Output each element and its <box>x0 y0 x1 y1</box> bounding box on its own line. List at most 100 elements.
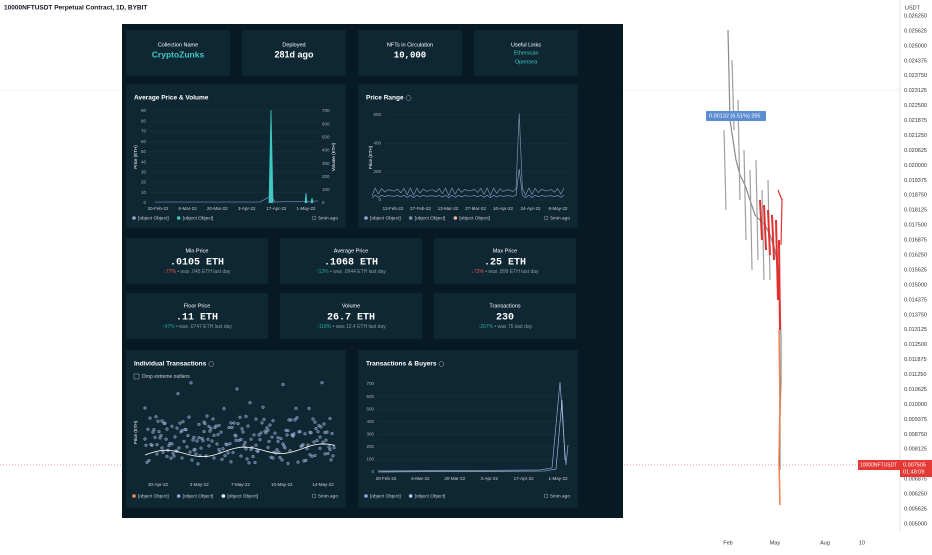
scatter-dot <box>147 458 151 463</box>
scatter-dot <box>313 420 317 424</box>
scatter-dot <box>236 422 240 426</box>
scatter-dot <box>320 381 324 385</box>
scatter-dot <box>219 430 223 434</box>
scatter-dot <box>200 436 204 441</box>
scatter-dot <box>157 430 161 434</box>
chart-title: Individual Transactions <box>134 361 207 368</box>
scatter-dot <box>271 419 275 423</box>
card <box>358 84 578 228</box>
legend-swatch <box>176 216 181 220</box>
y-tick-label: 60 <box>141 139 147 144</box>
scatter-dot <box>325 430 329 434</box>
scatter-dot <box>220 457 224 461</box>
scatter-dot <box>271 456 275 460</box>
scatter-dot <box>265 426 269 430</box>
scatter-dot <box>249 447 253 452</box>
price-tag-symbol-text: 10000NFTUSDT <box>860 462 897 468</box>
scatter-dot <box>177 446 181 450</box>
y-tick-label: 30 <box>141 170 147 175</box>
stat-delta-part: • was .0747 ETH last day <box>175 324 233 330</box>
price-label: 0.026250 <box>904 13 927 19</box>
scatter-dot <box>213 425 217 430</box>
info-icon <box>405 95 412 101</box>
scatter-dot <box>286 461 290 465</box>
scatter-dot <box>259 431 263 435</box>
updated-label: 5min ago <box>550 493 570 499</box>
stat-label: Floor Price <box>184 303 211 309</box>
price-label: 0.005000 <box>904 521 927 527</box>
scatter-dot <box>289 418 293 422</box>
scatter-dot <box>286 429 290 433</box>
y2-tick-label: 700 <box>322 108 330 113</box>
stat-value: .11 ETH <box>176 313 218 324</box>
scatter-dot <box>170 424 174 428</box>
stat-delta-part: ↑ <box>316 324 319 330</box>
y-axis-label: Price (ETH) <box>133 145 138 169</box>
scatter-dot <box>234 438 238 442</box>
sma-line <box>144 443 336 458</box>
scatter-dot <box>217 447 221 452</box>
stat-delta: ↑47% • was .0747 ETH last day <box>162 324 232 330</box>
clock-icon <box>311 215 317 221</box>
card-label: NFTs in Circulation <box>387 42 433 48</box>
card-label: Deployed <box>282 42 305 48</box>
scatter-dot <box>212 456 216 460</box>
scatter-dot <box>303 432 307 436</box>
price-label: 0.006875 <box>904 477 927 483</box>
y-tick-label: 0 <box>378 197 381 202</box>
y-tick-label: 200 <box>373 169 381 174</box>
x-tick-label: 20-Mar-22 <box>207 206 228 211</box>
y-tick-label: 80 <box>141 118 147 123</box>
scatter-dot <box>234 434 238 438</box>
scatter-dot <box>149 442 153 446</box>
price-tag-box <box>900 460 932 477</box>
stat-delta-part: 47% <box>165 324 176 330</box>
stat-value: .0105 ETH <box>170 258 224 269</box>
scatter-dot <box>230 425 234 429</box>
y-tick-label: 70 <box>141 129 147 134</box>
info-icon <box>208 361 214 367</box>
y-tick-label: 40 <box>141 159 147 164</box>
scatter-dot <box>215 442 219 446</box>
scatter-dot <box>312 440 316 444</box>
scatter-dot <box>282 444 286 448</box>
scatter-dot <box>258 438 262 442</box>
scatter-dot <box>295 416 299 420</box>
stat-delta-part: • was 12.4 ETH last day <box>331 324 386 330</box>
y2-tick-label: 0 <box>322 200 325 205</box>
scatter-dot <box>328 448 332 452</box>
scatter-dot <box>254 443 258 447</box>
scatter-dot <box>165 427 169 431</box>
x-tick-label: 8-May-22 <box>548 206 568 211</box>
checkbox[interactable] <box>133 373 140 380</box>
price-label: 0.012500 <box>904 342 927 348</box>
x-tick-label: 30-Apr-22 <box>148 482 169 487</box>
scatter-dot <box>210 439 214 443</box>
scatter-dot <box>183 427 187 431</box>
price-tag-price: 0.007505 <box>903 462 926 468</box>
scatter-dot <box>270 435 274 439</box>
scatter-dot <box>144 443 148 447</box>
y-tick-label: 400 <box>373 141 381 146</box>
scatter-dot <box>151 430 155 434</box>
legend-swatch <box>408 216 413 220</box>
scatter-dot <box>192 448 196 452</box>
stat-label: Average Price <box>334 248 368 254</box>
stat-delta-part: 77% <box>166 269 177 275</box>
legend-label: [object Object] <box>370 215 401 221</box>
scatter-dot <box>253 460 257 465</box>
scatter-dot <box>171 451 175 455</box>
scatter-dot <box>254 417 258 421</box>
scatter-dot <box>197 436 201 440</box>
scatter-dot <box>247 461 251 465</box>
card <box>126 238 268 284</box>
scatter-dot <box>314 427 318 431</box>
scatter-dot <box>187 415 191 419</box>
scatter-dot <box>238 415 242 419</box>
price-label: 0.010625 <box>904 387 927 393</box>
scatter-dot <box>327 445 331 449</box>
tooltip-text: 0.00132 (6.51%) 265 <box>709 113 760 119</box>
legend-label: [object Object] <box>183 493 214 499</box>
scatter-dot <box>172 454 176 458</box>
scatter-dot <box>176 392 180 396</box>
